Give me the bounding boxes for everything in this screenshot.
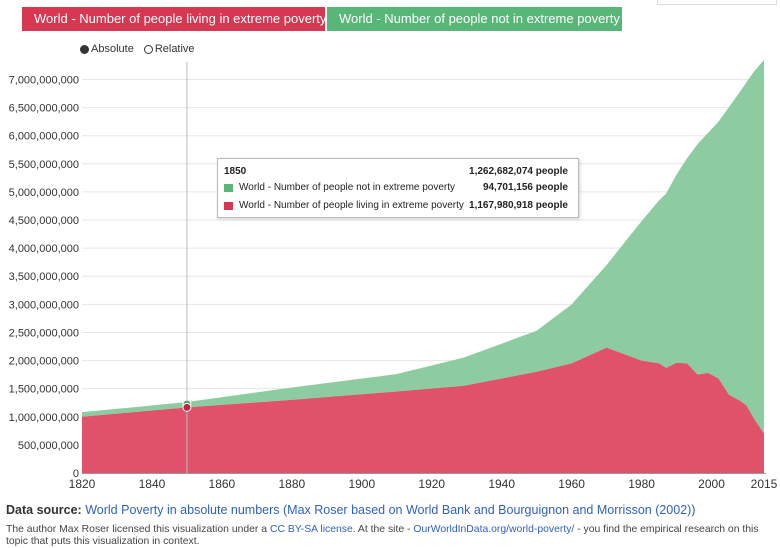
tooltip-row-poor: World - Number of people living in extre… (224, 199, 568, 213)
license-note: The author Max Roser licensed this visua… (6, 524, 776, 548)
x-tick-label: 1880 (278, 477, 305, 491)
data-source-prefix: Data source: (6, 503, 82, 517)
y-tick-label: 1,500,000,000 (9, 384, 79, 396)
tooltip-label: World - Number of people not in extreme … (239, 182, 456, 193)
tooltip-swatch-red (224, 202, 233, 210)
tooltip: 1850 1,262,682,074 people World - Number… (217, 158, 579, 218)
license-link[interactable]: CC BY-SA license (269, 524, 353, 535)
tooltip-swatch-green (224, 184, 233, 192)
site-link[interactable]: OurWorldInData.org/world-poverty/ (413, 524, 575, 535)
x-tick-label: 1860 (209, 477, 236, 491)
y-tick-label: 2,000,000,000 (9, 356, 79, 368)
relative-label: Relative (154, 43, 195, 55)
y-tick-label: 4,000,000,000 (9, 243, 79, 255)
legend: World - Number of people living in extre… (22, 7, 622, 31)
relative-option[interactable]: Relative (143, 43, 195, 55)
y-tick-label: 3,000,000,000 (9, 299, 79, 311)
y-tick-label: 0 (73, 468, 79, 480)
x-tick-label: 1940 (488, 477, 515, 491)
x-tick-label: 2000 (698, 477, 725, 491)
top-right-panel (657, 0, 777, 5)
hover-marker-poor (182, 402, 192, 412)
y-tick-label: 5,500,000,000 (9, 159, 79, 171)
data-source: Data source: World Poverty in absolute n… (6, 503, 696, 517)
y-tick-label: 2,500,000,000 (9, 327, 79, 339)
poverty-area-chart[interactable]: 0 500,000,000 1,000,000,000 1,500,000,000 2,… (0, 0, 780, 500)
tooltip-header: 1850 1,262,682,074 people (224, 165, 568, 179)
license-text-1: The author Max Roser licensed this visua… (6, 524, 270, 535)
display-mode-toggle: Absolute Relative (80, 43, 195, 55)
x-tick-label: 1840 (139, 477, 166, 491)
y-tick-label: 7,000,000,000 (9, 74, 79, 86)
absolute-label: Absolute (91, 43, 134, 55)
area-not-extreme-poverty (82, 59, 764, 434)
y-tick-label: 500,000,000 (18, 440, 79, 452)
x-tick-label: 2015 (751, 477, 778, 491)
legend-item-not-extreme-poverty[interactable]: World - Number of people not in extreme … (327, 7, 622, 31)
tooltip-value: 94,701,156 people (482, 182, 568, 193)
tooltip-year: 1850 (224, 166, 247, 177)
tooltip-label: World - Number of people living in extre… (239, 200, 464, 211)
x-tick-label: 1920 (418, 477, 445, 491)
x-tick-label: 1960 (558, 477, 585, 491)
y-tick-label: 5,000,000,000 (9, 187, 79, 199)
x-tick-label: 1980 (628, 477, 655, 491)
radio-selected-icon[interactable] (80, 44, 89, 54)
data-source-link[interactable]: World Poverty in absolute numbers (Max R… (85, 503, 696, 517)
tooltip-row-not-poor: World - Number of people not in extreme … (224, 181, 568, 195)
y-tick-label: 3,500,000,000 (9, 271, 79, 283)
y-tick-label: 4,500,000,000 (9, 215, 79, 227)
x-tick-label: 1820 (69, 477, 96, 491)
radio-unselected-icon[interactable] (143, 44, 153, 54)
area-extreme-poverty (82, 347, 764, 473)
license-text-3: - you find the empirical research on thi… (6, 524, 759, 547)
y-tick-label: 1,000,000,000 (9, 412, 79, 424)
y-tick-label: 6,000,000,000 (9, 131, 79, 143)
absolute-option[interactable]: Absolute (80, 43, 134, 55)
license-text-2: . At the site - (352, 524, 414, 535)
legend-item-extreme-poverty[interactable]: World - Number of people living in extre… (22, 7, 326, 31)
y-tick-label: 6,500,000,000 (9, 103, 79, 115)
x-tick-label: 1900 (348, 477, 375, 491)
tooltip-total: 1,262,682,074 people (469, 166, 568, 177)
tooltip-value: 1,167,980,918 people (469, 200, 568, 211)
